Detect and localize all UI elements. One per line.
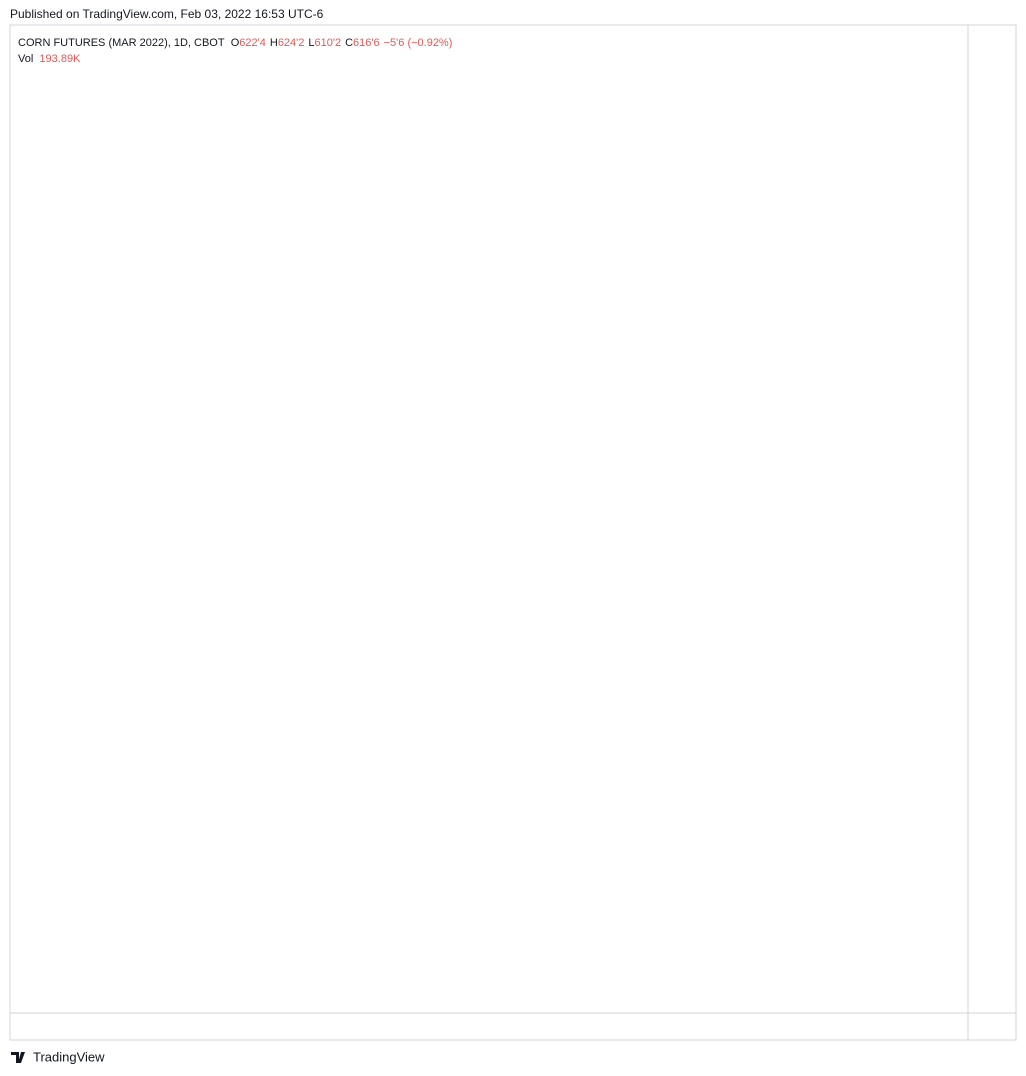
brand-logo <box>11 1052 25 1063</box>
legend-value: 624'2 <box>277 37 305 49</box>
legend-row: CORN FUTURES (MAR 2022), 1D, CBOT O622'4… <box>18 35 456 51</box>
legend-key: L <box>308 37 315 49</box>
legend-value: 616'6 <box>353 37 380 49</box>
brand: TradingView <box>11 1049 105 1064</box>
legend-row: Vol 193.89K <box>18 51 456 67</box>
legend-key: H <box>269 37 278 49</box>
legend-value: 610'2 <box>314 37 342 49</box>
published-text: Published on TradingView.com, Feb 03, 20… <box>10 7 324 21</box>
legend: CORN FUTURES (MAR 2022), 1D, CBOT O622'4… <box>18 35 456 67</box>
symbol: CORN FUTURES (MAR 2022), 1D, CBOT <box>18 37 225 49</box>
legend-key: C <box>345 37 354 49</box>
legend-value: 622'4 <box>239 37 266 49</box>
volume-value: 193.89K <box>39 53 81 65</box>
legend-change: −5'6 (−0.92%) <box>383 37 453 49</box>
volume-name: Vol <box>18 53 34 65</box>
legend-key: O <box>230 37 240 49</box>
brand-text: TradingView <box>33 1049 105 1064</box>
frame <box>9 24 1017 1041</box>
